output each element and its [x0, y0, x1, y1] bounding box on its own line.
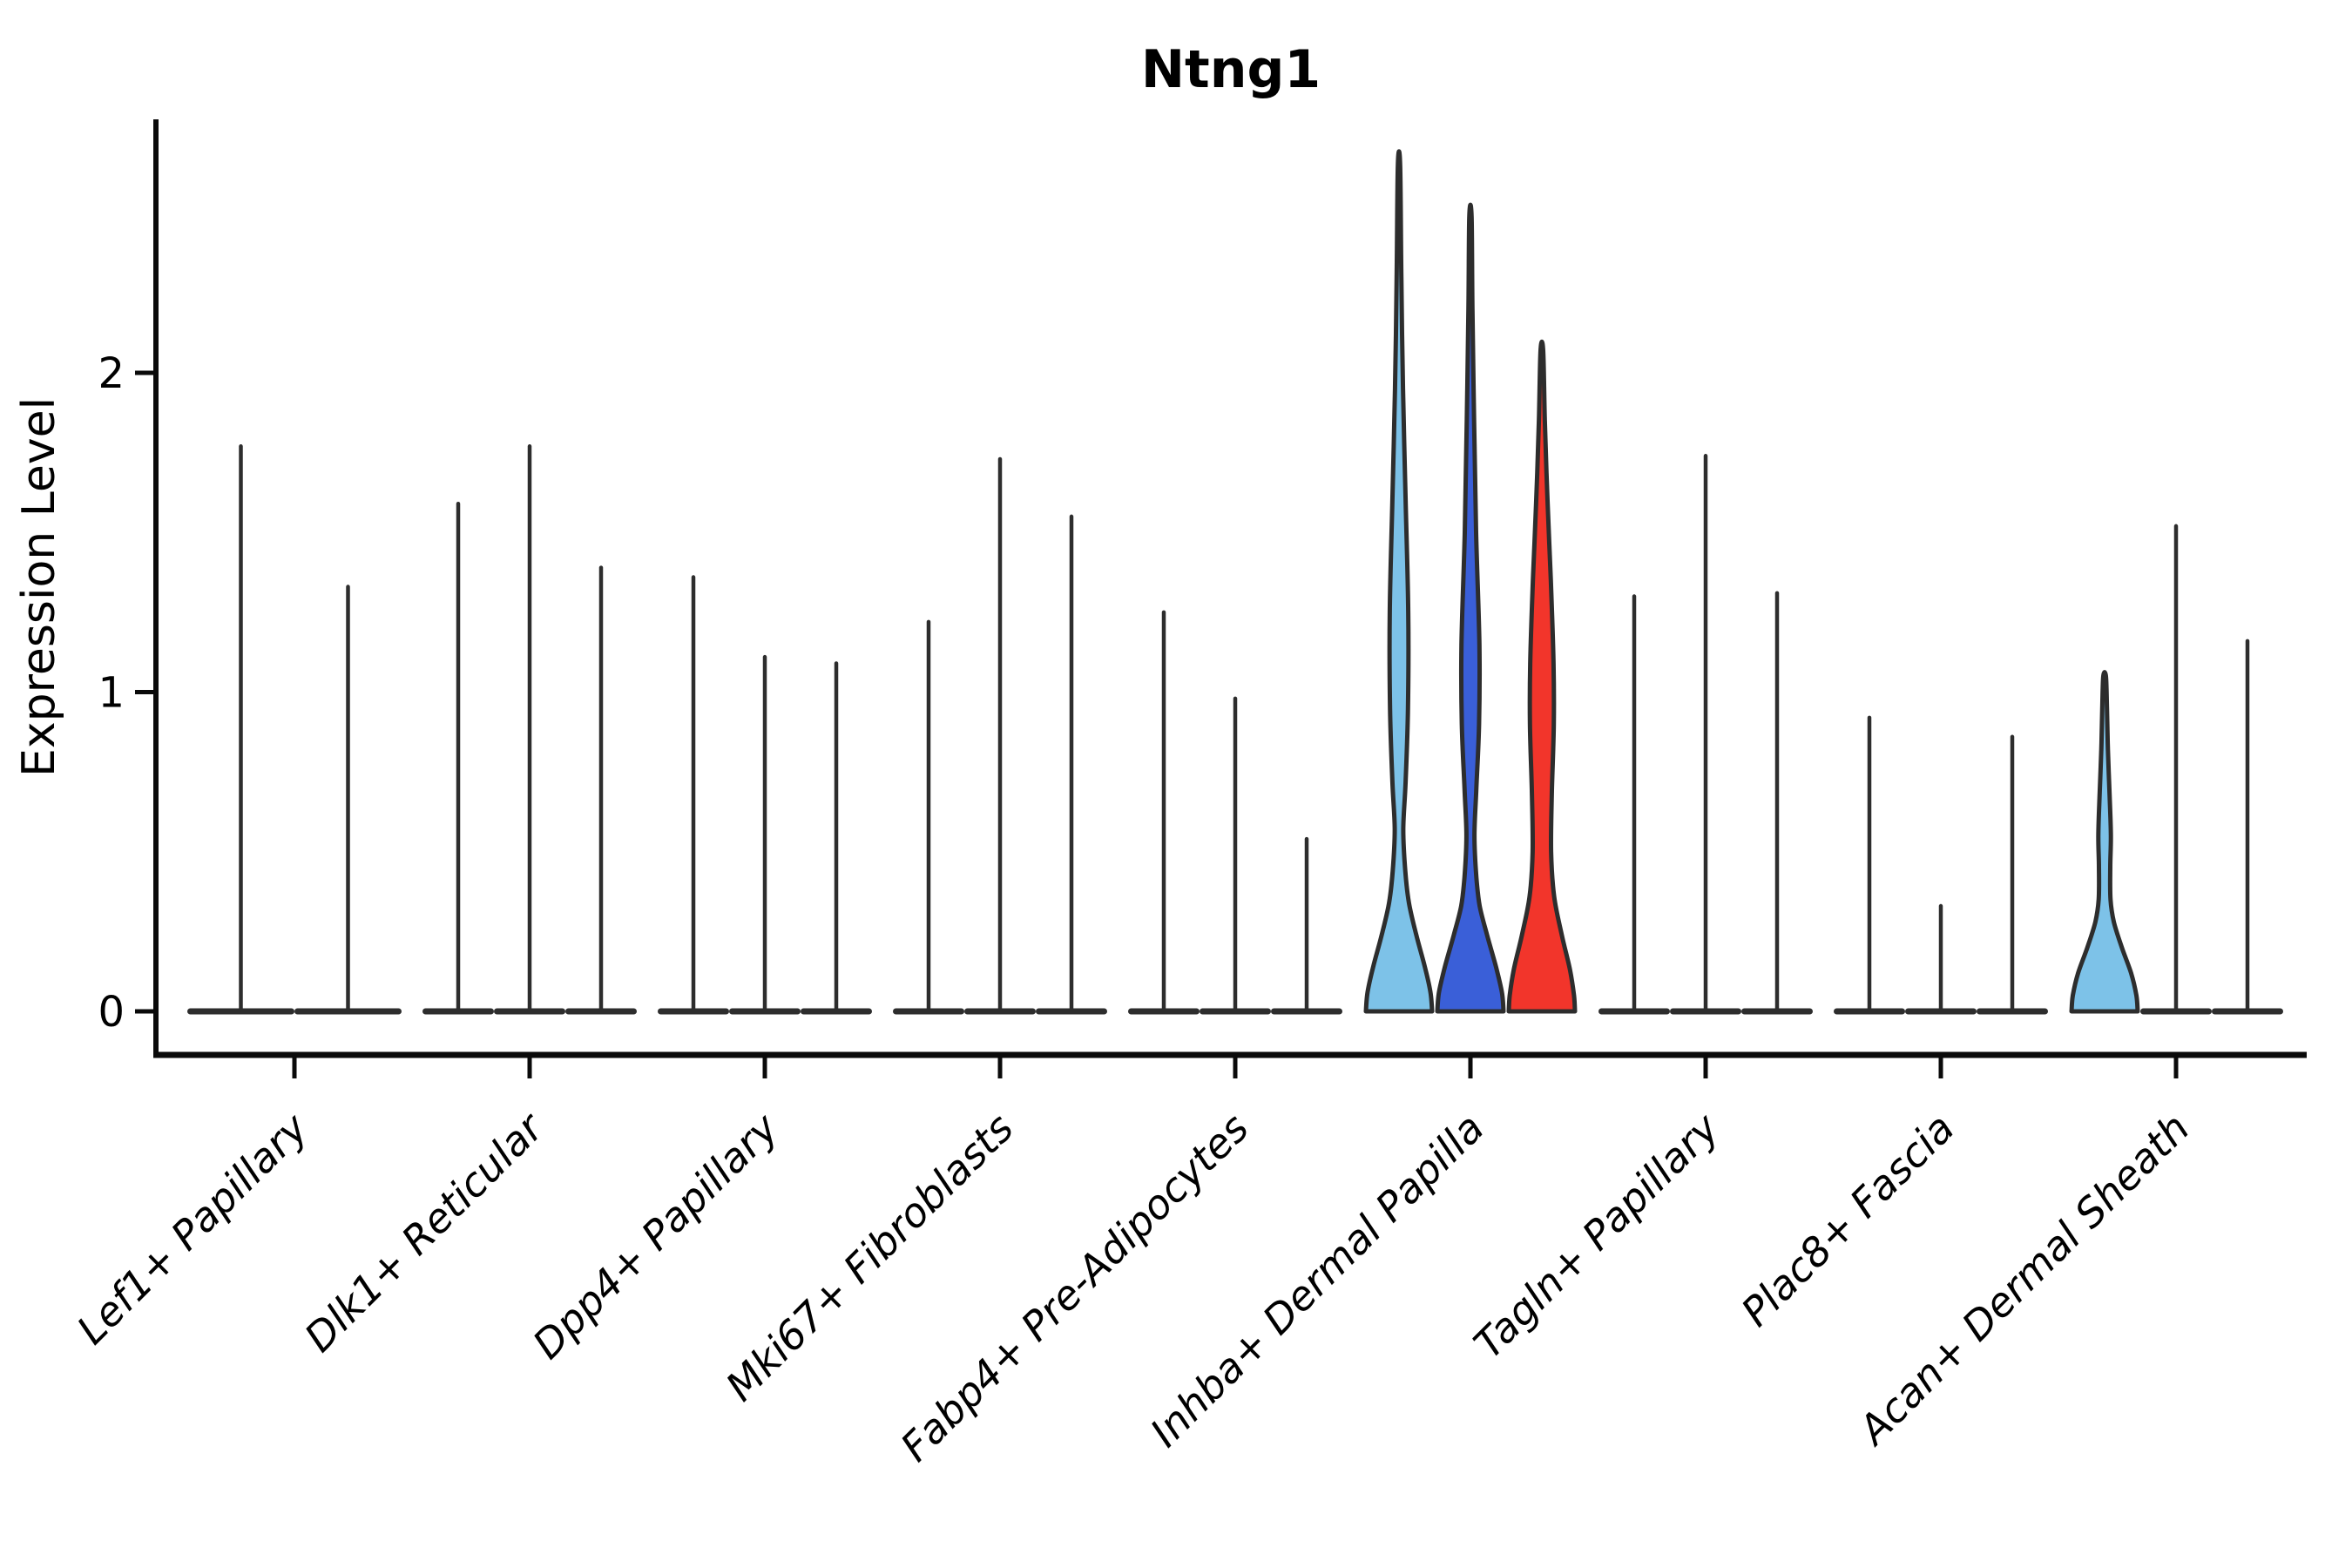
y-tick-label: 0 — [98, 988, 125, 1037]
violin-filled — [1363, 149, 1435, 1014]
x-tick-label: Dlk1+ Reticular — [295, 1102, 554, 1361]
y-axis-label: Expression Level — [13, 397, 65, 777]
x-tick-label: Tagln+ Papillary — [1464, 1104, 1728, 1368]
y-tick-label: 1 — [98, 669, 125, 718]
x-tick-label: Dpp4+ Papillary — [524, 1104, 787, 1368]
x-tick-label: Lef1+ Papillary — [68, 1104, 317, 1353]
y-tick-label: 2 — [98, 349, 125, 398]
chart-title: Ntng1 — [1141, 39, 1321, 100]
violin-filled — [1506, 339, 1578, 1014]
x-tick-label: Plac8+ Fascia — [1732, 1105, 1963, 1335]
violin-filled — [2069, 670, 2140, 1014]
violin-filled — [1435, 202, 1506, 1014]
